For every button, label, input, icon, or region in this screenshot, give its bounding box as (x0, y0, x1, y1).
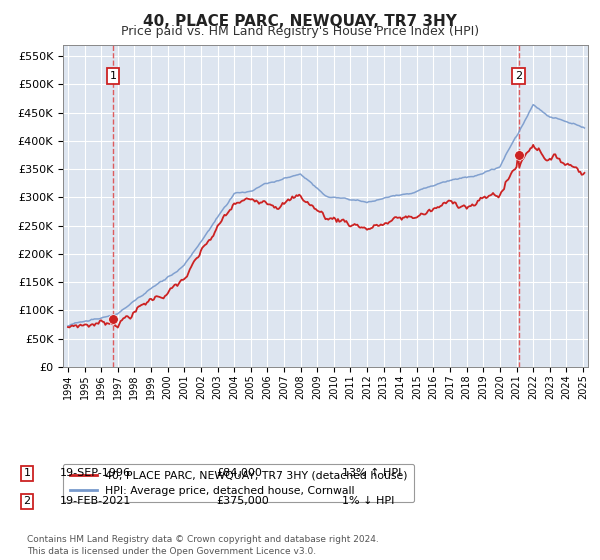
Text: 19-FEB-2021: 19-FEB-2021 (60, 496, 131, 506)
Text: 2: 2 (23, 496, 31, 506)
Text: £84,000: £84,000 (216, 468, 262, 478)
Text: 1% ↓ HPI: 1% ↓ HPI (342, 496, 394, 506)
Text: 19-SEP-1996: 19-SEP-1996 (60, 468, 131, 478)
Text: 1: 1 (110, 71, 116, 81)
Text: 13% ↑ HPI: 13% ↑ HPI (342, 468, 401, 478)
Text: Contains HM Land Registry data © Crown copyright and database right 2024.
This d: Contains HM Land Registry data © Crown c… (27, 535, 379, 556)
Text: 1: 1 (23, 468, 31, 478)
Text: Price paid vs. HM Land Registry's House Price Index (HPI): Price paid vs. HM Land Registry's House … (121, 25, 479, 38)
Text: £375,000: £375,000 (216, 496, 269, 506)
Text: 2: 2 (515, 71, 522, 81)
Text: 40, PLACE PARC, NEWQUAY, TR7 3HY: 40, PLACE PARC, NEWQUAY, TR7 3HY (143, 14, 457, 29)
Legend: 40, PLACE PARC, NEWQUAY, TR7 3HY (detached house), HPI: Average price, detached : 40, PLACE PARC, NEWQUAY, TR7 3HY (detach… (63, 464, 415, 502)
